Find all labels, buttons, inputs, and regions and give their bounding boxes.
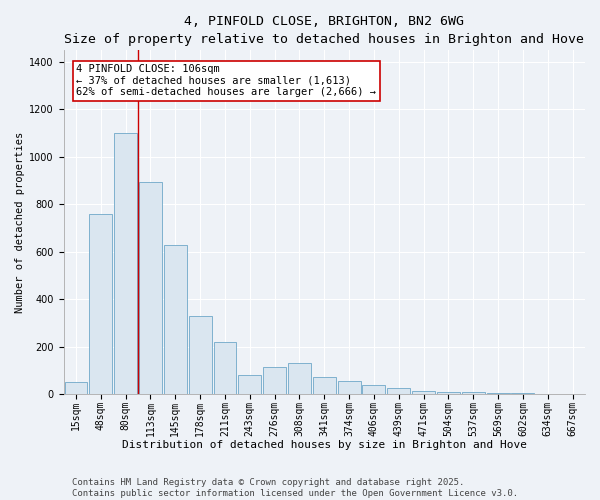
- Bar: [511, 393, 535, 394]
- Bar: [188, 316, 212, 394]
- Bar: [114, 133, 137, 394]
- Text: Contains HM Land Registry data © Crown copyright and database right 2025.
Contai: Contains HM Land Registry data © Crown c…: [72, 478, 518, 498]
- Bar: [214, 342, 236, 394]
- X-axis label: Distribution of detached houses by size in Brighton and Hove: Distribution of detached houses by size …: [122, 440, 527, 450]
- Bar: [412, 391, 435, 394]
- Bar: [288, 364, 311, 394]
- Bar: [462, 392, 485, 394]
- Y-axis label: Number of detached properties: Number of detached properties: [15, 132, 25, 313]
- Bar: [437, 392, 460, 394]
- Text: 4 PINFOLD CLOSE: 106sqm
← 37% of detached houses are smaller (1,613)
62% of semi: 4 PINFOLD CLOSE: 106sqm ← 37% of detache…: [76, 64, 376, 98]
- Bar: [388, 388, 410, 394]
- Bar: [139, 182, 162, 394]
- Title: 4, PINFOLD CLOSE, BRIGHTON, BN2 6WG
Size of property relative to detached houses: 4, PINFOLD CLOSE, BRIGHTON, BN2 6WG Size…: [64, 15, 584, 46]
- Bar: [65, 382, 88, 394]
- Bar: [313, 376, 335, 394]
- Bar: [238, 376, 261, 394]
- Bar: [164, 244, 187, 394]
- Bar: [263, 367, 286, 394]
- Bar: [89, 214, 112, 394]
- Bar: [362, 385, 385, 394]
- Bar: [487, 393, 509, 394]
- Bar: [338, 382, 361, 394]
